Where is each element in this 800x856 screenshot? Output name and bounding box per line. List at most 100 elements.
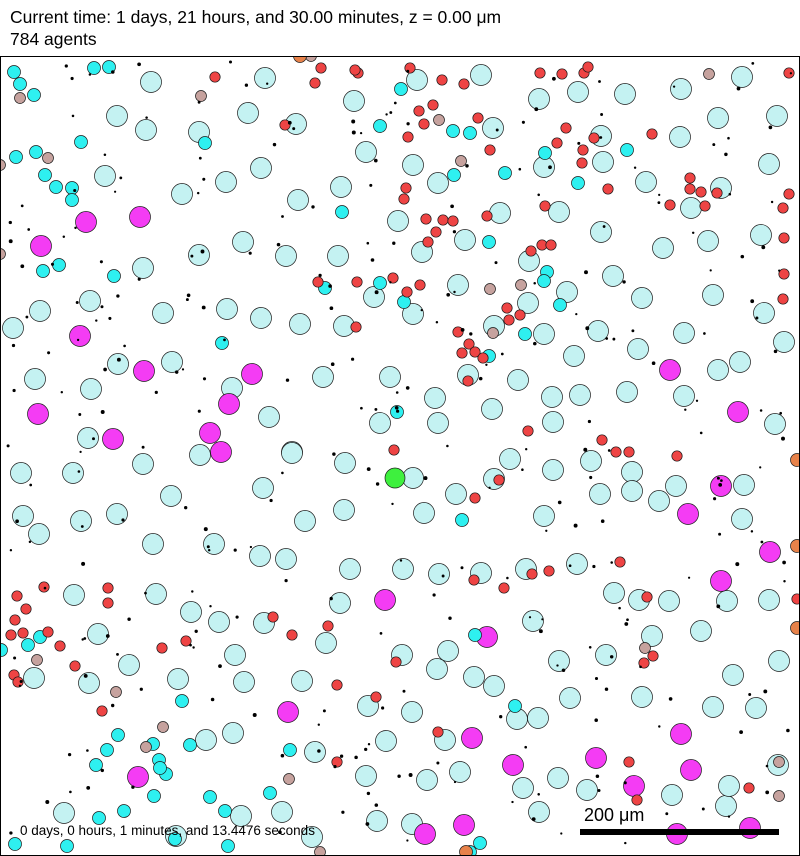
agent-cell-rosy	[0, 159, 6, 171]
agent-cell-red	[456, 347, 468, 359]
agent-cell-magenta	[199, 422, 221, 444]
agent-cell-cyan	[49, 180, 63, 194]
agent-dot	[724, 152, 728, 157]
agent-dot	[672, 85, 676, 88]
agent-cell-light	[252, 477, 274, 499]
agent-cell-red	[638, 657, 650, 669]
agent-dot	[406, 122, 410, 126]
agent-cell-light	[142, 533, 164, 555]
agent-cell-magenta	[461, 727, 483, 749]
agent-dot	[595, 774, 600, 778]
agent-dot	[600, 519, 605, 523]
agent-dot	[701, 807, 705, 811]
agent-cell-magenta	[69, 325, 91, 347]
agent-dot	[631, 329, 635, 333]
agent-cell-light	[533, 323, 555, 345]
agent-cell-light	[702, 696, 724, 718]
agent-dot	[19, 680, 23, 683]
agent-cell-light	[616, 381, 638, 403]
agent-cell-light	[334, 452, 356, 474]
agent-dot	[385, 113, 388, 116]
agent-dot	[28, 540, 32, 544]
agent-cell-red	[468, 574, 480, 586]
agent-dot	[531, 817, 536, 821]
agent-cell-cyan	[538, 146, 552, 160]
agent-cell-light	[690, 620, 712, 642]
agent-cell-red	[42, 626, 54, 638]
agent-dot	[748, 693, 752, 696]
agent-cell-light	[528, 801, 550, 823]
agent-dot	[537, 193, 540, 197]
agent-dot	[506, 576, 509, 580]
agent-cell-cyan	[147, 789, 161, 803]
agent-cell-light	[188, 244, 210, 266]
agent-cell-light	[330, 176, 352, 198]
agent-dot	[755, 316, 759, 320]
agent-dot	[394, 405, 399, 410]
agent-dot	[45, 800, 50, 804]
agent-dot	[597, 789, 601, 792]
agent-cell-cyan	[373, 276, 387, 290]
agent-dot	[521, 120, 525, 124]
agent-cell-red	[647, 650, 659, 662]
agent-dot	[76, 338, 80, 342]
agent-dot	[533, 282, 536, 285]
agent-cell-rosy	[0, 248, 6, 260]
agent-cell-light	[590, 221, 612, 243]
agent-dot	[446, 444, 449, 448]
agent-dot	[218, 664, 222, 668]
agent-cell-red	[315, 62, 327, 74]
agent-cell-light	[180, 601, 202, 623]
agent-dot	[557, 500, 562, 505]
agent-dot	[374, 803, 379, 807]
agent-dot	[602, 225, 606, 228]
agent-cell-orange	[459, 845, 473, 856]
agent-dot	[209, 605, 212, 608]
agent-cell-light	[195, 729, 217, 751]
agent-cell-red	[432, 726, 444, 738]
agent-dot	[77, 470, 81, 473]
agent-cell-red	[514, 309, 526, 321]
tiny-agent-dots	[6, 60, 793, 845]
agent-dot	[114, 190, 117, 193]
agent-dot	[119, 176, 123, 180]
agent-dot	[374, 407, 378, 411]
agent-dot	[202, 377, 207, 381]
agent-dot	[488, 486, 491, 489]
agent-dot	[626, 618, 629, 622]
agent-cell-red	[695, 186, 707, 198]
agent-cell-red	[17, 627, 29, 639]
agent-cell-cyan	[7, 65, 21, 79]
agent-dot	[396, 409, 400, 413]
agent-cell-light	[745, 697, 767, 719]
agent-cell-light	[416, 769, 438, 791]
agent-dot	[658, 725, 661, 728]
agent-dot	[453, 780, 457, 784]
agent-cell-light	[567, 81, 589, 103]
agent-dot	[116, 294, 120, 298]
agent-dot	[75, 301, 79, 304]
agent-cell-light	[53, 802, 75, 824]
agent-cell-light	[29, 300, 51, 322]
agent-dot	[612, 337, 616, 341]
agent-dot	[441, 574, 445, 578]
agent-cell-cyan	[87, 61, 101, 75]
agent-cell-cyan	[394, 82, 408, 96]
agent-cell-light	[673, 322, 695, 344]
agent-dot	[618, 606, 621, 610]
agent-dot	[511, 800, 514, 804]
agent-cell-light	[773, 331, 795, 353]
agent-cell-magenta	[30, 235, 52, 257]
agent-dot	[351, 130, 356, 135]
agent-cell-light	[576, 779, 598, 801]
agent-cell-light	[145, 583, 167, 605]
agent-cell-magenta	[27, 403, 49, 425]
agent-cell-cyan	[8, 837, 22, 851]
agent-cell-red	[390, 656, 402, 668]
agent-cell-red	[349, 64, 361, 76]
agent-cell-red	[671, 450, 683, 462]
agent-cell-magenta	[677, 503, 699, 525]
agent-cell-light	[481, 398, 503, 420]
agent-cell-light	[716, 590, 738, 612]
agent-dot	[639, 665, 642, 669]
